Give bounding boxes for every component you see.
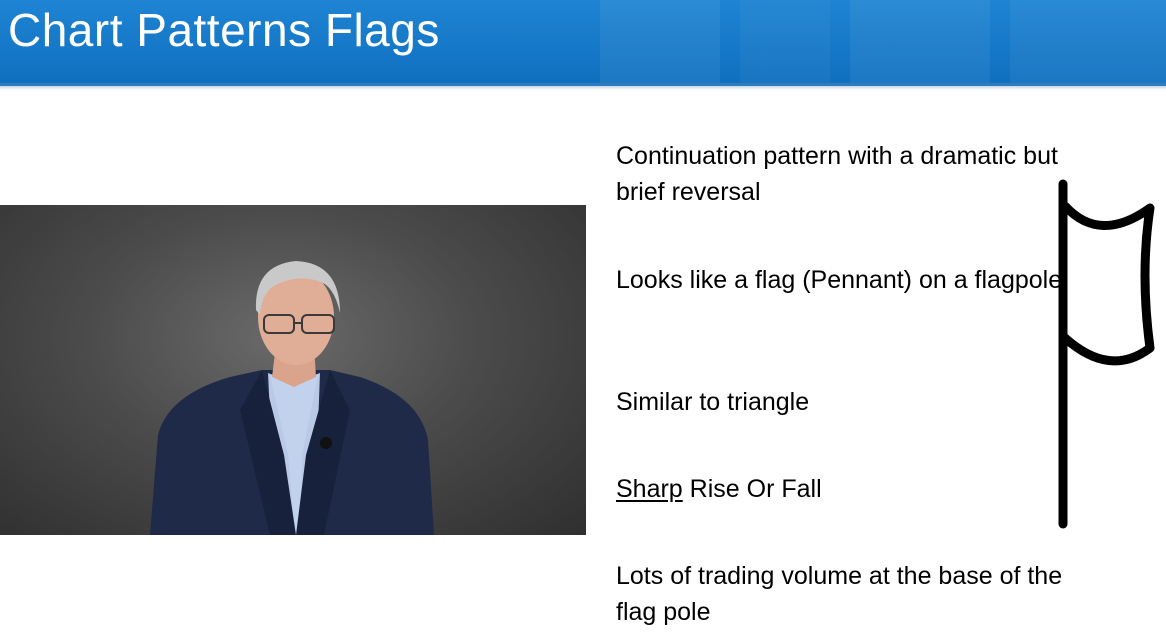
bullet-sharp-rise: Sharp Rise Or Fall: [616, 471, 1096, 507]
bullet-sharp-word: Sharp: [616, 475, 683, 503]
presenter-figure: [150, 261, 434, 535]
flag-icon: [1050, 178, 1160, 530]
presenter-video: [0, 205, 586, 535]
title-divider: [0, 86, 1166, 90]
bullet-trading-volume: Lots of trading volume at the base of th…: [616, 562, 1063, 626]
bullet-similar-triangle: Similar to triangle: [616, 388, 810, 416]
title-bar: Chart Patterns Flags: [0, 0, 1166, 86]
slide-title: Chart Patterns Flags: [8, 4, 440, 56]
bullet-continuation: Continuation pattern with a dramatic but…: [616, 142, 1058, 206]
bullet-rise-or-fall: Rise Or Fall: [682, 475, 822, 503]
bullet-looks-like-flag: Looks like a flag (Pennant) on a flagpol…: [616, 266, 1063, 294]
